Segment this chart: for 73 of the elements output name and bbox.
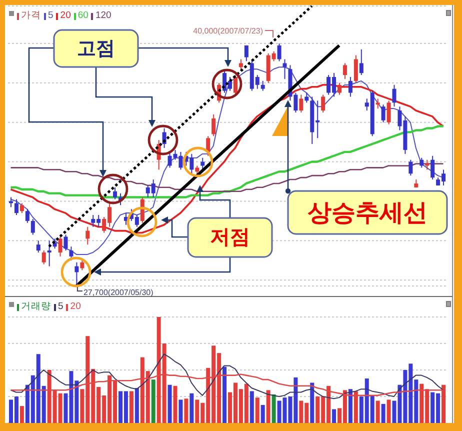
bar	[332, 409, 336, 423]
candlestick	[348, 76, 352, 98]
candlestick	[321, 94, 326, 113]
bar	[129, 391, 134, 423]
candlestick	[299, 94, 304, 113]
candlestick	[86, 226, 90, 246]
candlestick	[342, 62, 347, 80]
legend-label: 거래량	[21, 301, 51, 312]
bar	[250, 391, 254, 423]
candlestick	[338, 82, 342, 96]
legend-label: 120	[95, 10, 112, 21]
candlestick	[36, 240, 40, 253]
bar	[173, 386, 178, 423]
legend-label: 5	[58, 301, 64, 312]
candlestick	[304, 92, 309, 104]
annotation: 상승추세선	[308, 199, 428, 226]
candlestick	[260, 80, 265, 92]
bar	[255, 398, 260, 423]
legend-label: 60	[78, 10, 88, 21]
candlestick	[420, 157, 424, 168]
bar	[260, 404, 265, 423]
candlestick	[277, 42, 282, 62]
bar	[20, 406, 24, 423]
text: 가격	[21, 10, 41, 21]
bar	[348, 389, 352, 423]
candlestick	[354, 54, 358, 84]
bar	[272, 394, 276, 423]
candlestick	[74, 262, 79, 286]
bar	[178, 400, 183, 423]
bar	[442, 384, 446, 423]
candlestick	[30, 218, 35, 236]
bar	[151, 380, 156, 423]
candlestick	[376, 98, 380, 110]
candlestick	[113, 186, 118, 200]
bar	[134, 388, 139, 423]
candlestick	[206, 136, 210, 156]
candlestick	[20, 202, 24, 214]
candlestick	[25, 208, 30, 224]
candlestick	[381, 104, 386, 123]
candlestick	[9, 196, 13, 208]
candlestick	[64, 234, 68, 252]
bar	[381, 404, 386, 423]
bar	[190, 393, 194, 423]
candlestick	[212, 114, 216, 137]
candlestick	[14, 198, 18, 216]
candlestick	[47, 240, 52, 267]
candlestick	[386, 100, 391, 125]
bar	[310, 382, 314, 423]
text: 40,000(2007/07/23)	[193, 26, 264, 36]
bar	[386, 400, 391, 423]
bar	[354, 391, 358, 423]
candlestick	[69, 246, 74, 261]
bar	[168, 384, 172, 423]
candlestick	[392, 84, 396, 108]
candlestick	[425, 159, 430, 170]
legend-label: 20	[60, 10, 71, 21]
candlestick	[42, 250, 46, 265]
candlestick	[282, 58, 287, 80]
legend-label: 5	[48, 10, 54, 21]
annotation: 저점	[210, 226, 250, 248]
text: 27,700(2007/05/30)	[83, 288, 154, 297]
legend-label: 20	[70, 301, 81, 312]
candlestick	[359, 48, 364, 76]
bar	[184, 398, 188, 423]
candlestick	[430, 155, 435, 180]
candlestick	[233, 74, 238, 96]
candlestick	[58, 236, 62, 257]
candlestick	[244, 44, 248, 62]
candlestick	[408, 159, 413, 176]
annotation: 고점	[77, 38, 115, 59]
bar	[222, 366, 227, 423]
bar	[376, 400, 380, 423]
bar	[266, 390, 270, 423]
